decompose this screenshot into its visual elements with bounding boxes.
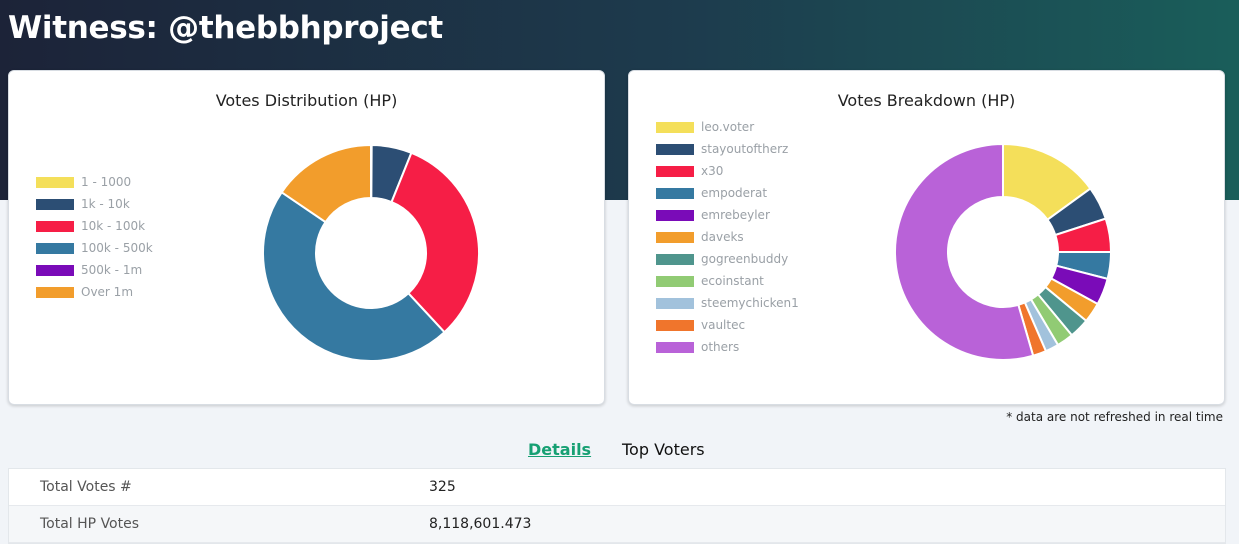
distribution-slice-over-1m[interactable] [280, 143, 372, 224]
legend-swatch [656, 253, 694, 265]
distribution-slice-10k-100k[interactable] [390, 151, 480, 334]
legend-swatch [36, 286, 74, 298]
table-row: Total HP Votes 8,118,601.473 [9, 506, 1225, 543]
votes-distribution-card: Votes Distribution (HP) 1 - 1000 1k - 10… [8, 70, 605, 405]
legend-swatch [656, 341, 694, 353]
distribution-legend-item[interactable]: 1 - 1000 [36, 171, 153, 193]
legend-label: 500k - 1m [81, 263, 143, 277]
legend-swatch [36, 176, 74, 188]
breakdown-legend-item[interactable]: ecoinstant [656, 270, 799, 292]
legend-label: others [701, 340, 740, 354]
breakdown-legend-item[interactable]: stayoutoftherz [656, 138, 799, 160]
legend-swatch [656, 165, 694, 177]
legend-label: 10k - 100k [81, 219, 146, 233]
legend-label: x30 [701, 164, 724, 178]
legend-swatch [656, 297, 694, 309]
breakdown-legend-item[interactable]: x30 [656, 160, 799, 182]
breakdown-legend-item[interactable]: gogreenbuddy [656, 248, 799, 270]
breakdown-donut-chart [894, 142, 1113, 361]
distribution-legend-item[interactable]: 10k - 100k [36, 215, 153, 237]
legend-label: emrebeyler [701, 208, 770, 222]
breakdown-legend: leo.voter stayoutoftherz x30 empoderat e… [656, 116, 799, 358]
legend-label: Over 1m [81, 285, 134, 299]
legend-swatch [36, 242, 74, 254]
breakdown-legend-item[interactable]: leo.voter [656, 116, 799, 138]
distribution-legend-item[interactable]: 1k - 10k [36, 193, 153, 215]
page-title: Witness: @thebbhproject [8, 10, 443, 46]
votes-breakdown-card: Votes Breakdown (HP) leo.voter stayoutof… [628, 70, 1225, 405]
legend-label: empoderat [701, 186, 768, 200]
legend-label: stayoutoftherz [701, 142, 789, 156]
legend-label: gogreenbuddy [701, 252, 789, 266]
row-label: Total HP Votes [40, 516, 140, 532]
legend-swatch [656, 209, 694, 221]
legend-label: 100k - 500k [81, 241, 153, 255]
legend-swatch [656, 319, 694, 331]
breakdown-legend-item[interactable]: steemychicken1 [656, 292, 799, 314]
distribution-slice-100k-500k[interactable] [262, 190, 446, 362]
legend-label: steemychicken1 [701, 296, 799, 310]
breakdown-legend-item[interactable]: vaultec [656, 314, 799, 336]
distribution-legend-item[interactable]: 500k - 1m [36, 259, 153, 281]
distribution-donut-chart [262, 143, 480, 362]
legend-swatch [656, 143, 694, 155]
legend-label: leo.voter [701, 120, 755, 134]
distribution-legend: 1 - 1000 1k - 10k 10k - 100k 100k - 500k… [36, 171, 153, 303]
legend-swatch [656, 121, 694, 133]
legend-label: daveks [701, 230, 744, 244]
legend-label: vaultec [701, 318, 746, 332]
legend-label: 1 - 1000 [81, 175, 132, 189]
legend-swatch [36, 264, 74, 276]
breakdown-legend-item[interactable]: empoderat [656, 182, 799, 204]
breakdown-slice-others[interactable] [894, 142, 1035, 361]
table-row: Total Votes # 325 [9, 469, 1225, 506]
details-table: Total Votes # 325 Total HP Votes 8,118,6… [8, 468, 1226, 544]
row-value: 8,118,601.473 [429, 516, 532, 532]
row-label: Total Votes # [40, 479, 132, 495]
tab-top-voters[interactable]: Top Voters [622, 440, 705, 459]
breakdown-legend-item[interactable]: emrebeyler [656, 204, 799, 226]
refresh-note: * data are not refreshed in real time [1006, 410, 1223, 424]
breakdown-chart-title: Votes Breakdown (HP) [837, 91, 1016, 110]
legend-swatch [36, 198, 74, 210]
distribution-legend-item[interactable]: 100k - 500k [36, 237, 153, 259]
legend-swatch [656, 187, 694, 199]
distribution-legend-item[interactable]: Over 1m [36, 281, 153, 303]
breakdown-legend-item[interactable]: daveks [656, 226, 799, 248]
legend-label: 1k - 10k [81, 197, 130, 211]
legend-swatch [36, 220, 74, 232]
row-value: 325 [429, 479, 456, 495]
distribution-chart-title: Votes Distribution (HP) [215, 91, 398, 110]
legend-swatch [656, 275, 694, 287]
breakdown-legend-item[interactable]: others [656, 336, 799, 358]
legend-swatch [656, 231, 694, 243]
legend-label: ecoinstant [701, 274, 764, 288]
tab-details[interactable]: Details [528, 440, 592, 459]
